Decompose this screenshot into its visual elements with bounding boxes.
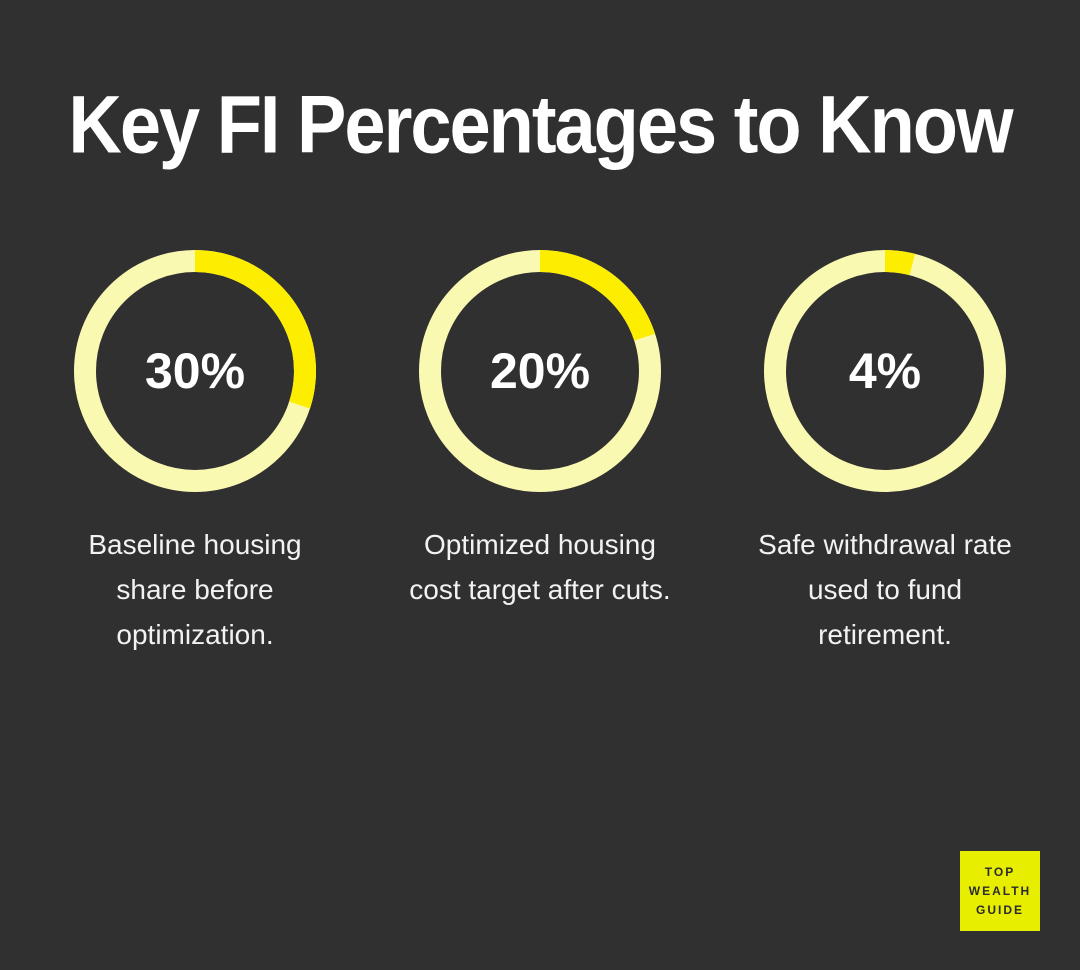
ring-value-arc [764,249,1006,492]
donut-center-value: 4% [848,342,922,399]
donut-ring-svg [764,249,1006,492]
donut-card-safe-withdrawal: 4% Safe withdrawal rate used to fund ret… [713,249,1058,657]
donut-chart-4: 4% [764,249,1006,492]
ring-value-arc [419,249,661,492]
donut-chart-30: 30% [74,249,316,492]
donut-card-baseline-housing: 30% Baseline housing share before optimi… [23,249,368,657]
donut-caption: Safe withdrawal rate used to fund retire… [758,528,1012,650]
donut-caption: Optimized housing cost target after cuts… [409,528,671,605]
donut-ring-svg [74,249,316,492]
page-title: Key FI Percentages to Know [68,78,1013,171]
donut-ring-svg [419,249,661,492]
donut-center-value: 20% [489,342,591,399]
donut-card-optimized-housing: 20% Optimized housing cost target after … [368,249,713,657]
ring-value-arc [74,249,316,492]
top-wealth-guide-logo: TOP WEALTH GUIDE [960,851,1040,931]
donut-center-value: 30% [144,342,246,399]
donut-cards-row: 30% Baseline housing share before optimi… [0,249,1080,657]
logo-text: TOP WEALTH GUIDE [968,864,1032,917]
donut-caption: Baseline housing share before optimizati… [88,528,302,650]
donut-chart-20: 20% [419,249,661,492]
